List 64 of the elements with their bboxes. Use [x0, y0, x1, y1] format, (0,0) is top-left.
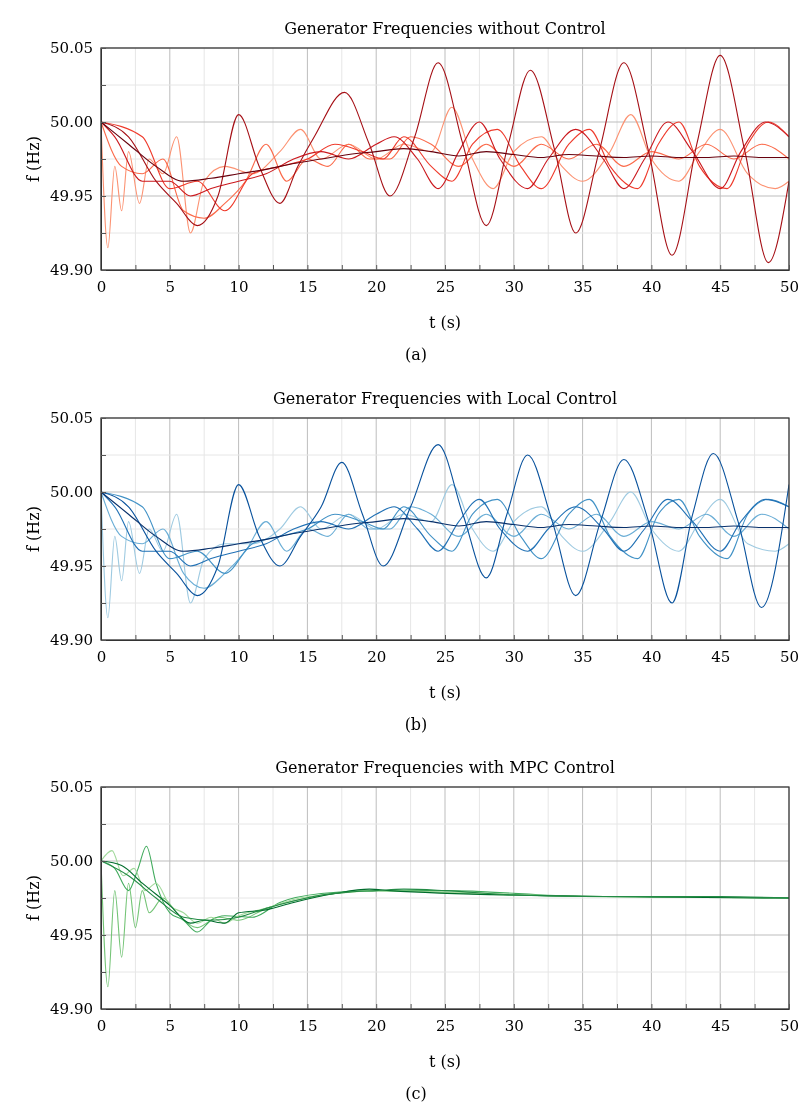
y-tick-label: 50.00	[50, 483, 93, 502]
y-tick-label: 49.90	[50, 261, 93, 280]
x-tick-label: 25	[435, 277, 456, 296]
x-tick-label: 45	[711, 647, 731, 666]
y-axis-title: f (Hz)	[24, 875, 43, 921]
x-tick-label: 5	[165, 1016, 176, 1035]
x-axis-title: t (s)	[428, 313, 462, 332]
y-tick-label: 49.95	[50, 557, 93, 576]
x-tick-label: 50	[779, 277, 800, 296]
text: (c)	[405, 1084, 427, 1103]
x-tick-label: 0	[96, 1016, 107, 1035]
x-tick-label: 20	[367, 277, 387, 296]
y-tick-label: 49.95	[50, 187, 93, 206]
x-tick-label: 25	[435, 647, 456, 666]
chart-title: Generator Frequencies without Control	[284, 19, 606, 38]
x-tick-label: 30	[504, 647, 524, 666]
x-axis-title: t (s)	[428, 1052, 462, 1071]
line-series	[101, 491, 789, 552]
x-tick-label: 25	[435, 1016, 456, 1035]
x-tick-label: 35	[573, 1016, 593, 1035]
x-tick-label: 50	[779, 1016, 800, 1035]
x-tick-label: 10	[229, 277, 249, 296]
chart-title: Generator Frequencies with MPC Control	[275, 758, 615, 777]
x-tick-label: 20	[367, 647, 387, 666]
x-tick-label: 5	[165, 277, 176, 296]
x-tick-label: 10	[229, 1016, 249, 1035]
y-tick-label: 50.05	[50, 409, 93, 428]
line-series	[101, 54, 789, 264]
line-series	[101, 121, 789, 182]
x-tick-label: 5	[165, 647, 176, 666]
y-tick-label: 50.00	[50, 113, 93, 132]
y-tick-label: 50.00	[50, 852, 93, 871]
x-tick-label: 40	[642, 277, 662, 296]
x-tick-label: 35	[573, 647, 593, 666]
line-series	[101, 444, 789, 608]
text: (b)	[404, 715, 428, 734]
x-tick-label: 30	[504, 277, 524, 296]
x-tick-label: 15	[298, 647, 318, 666]
y-tick-label: 49.90	[50, 1000, 93, 1019]
x-axis-title: t (s)	[428, 683, 462, 702]
x-tick-label: 45	[711, 1016, 731, 1035]
x-tick-label: 45	[711, 277, 731, 296]
y-tick-label: 49.90	[50, 631, 93, 650]
line-series	[101, 484, 789, 619]
y-axis-title: f (Hz)	[24, 136, 43, 182]
line-series	[101, 106, 789, 249]
y-tick-label: 49.95	[50, 926, 93, 945]
x-tick-label: 10	[229, 647, 249, 666]
y-axis-title: f (Hz)	[24, 506, 43, 552]
y-tick-label: 50.05	[50, 778, 93, 797]
y-tick-label: 50.05	[50, 39, 93, 58]
x-tick-label: 0	[96, 277, 107, 296]
x-tick-label: 40	[642, 1016, 662, 1035]
text: (a)	[404, 345, 428, 364]
chart-title: Generator Frequencies with Local Control	[273, 389, 617, 408]
x-tick-label: 0	[96, 647, 107, 666]
x-tick-label: 15	[298, 1016, 318, 1035]
x-tick-label: 50	[779, 647, 800, 666]
x-tick-label: 35	[573, 277, 593, 296]
x-tick-label: 40	[642, 647, 662, 666]
x-tick-label: 30	[504, 1016, 524, 1035]
x-tick-label: 15	[298, 277, 318, 296]
line-series	[101, 491, 789, 589]
x-tick-label: 20	[367, 1016, 387, 1035]
